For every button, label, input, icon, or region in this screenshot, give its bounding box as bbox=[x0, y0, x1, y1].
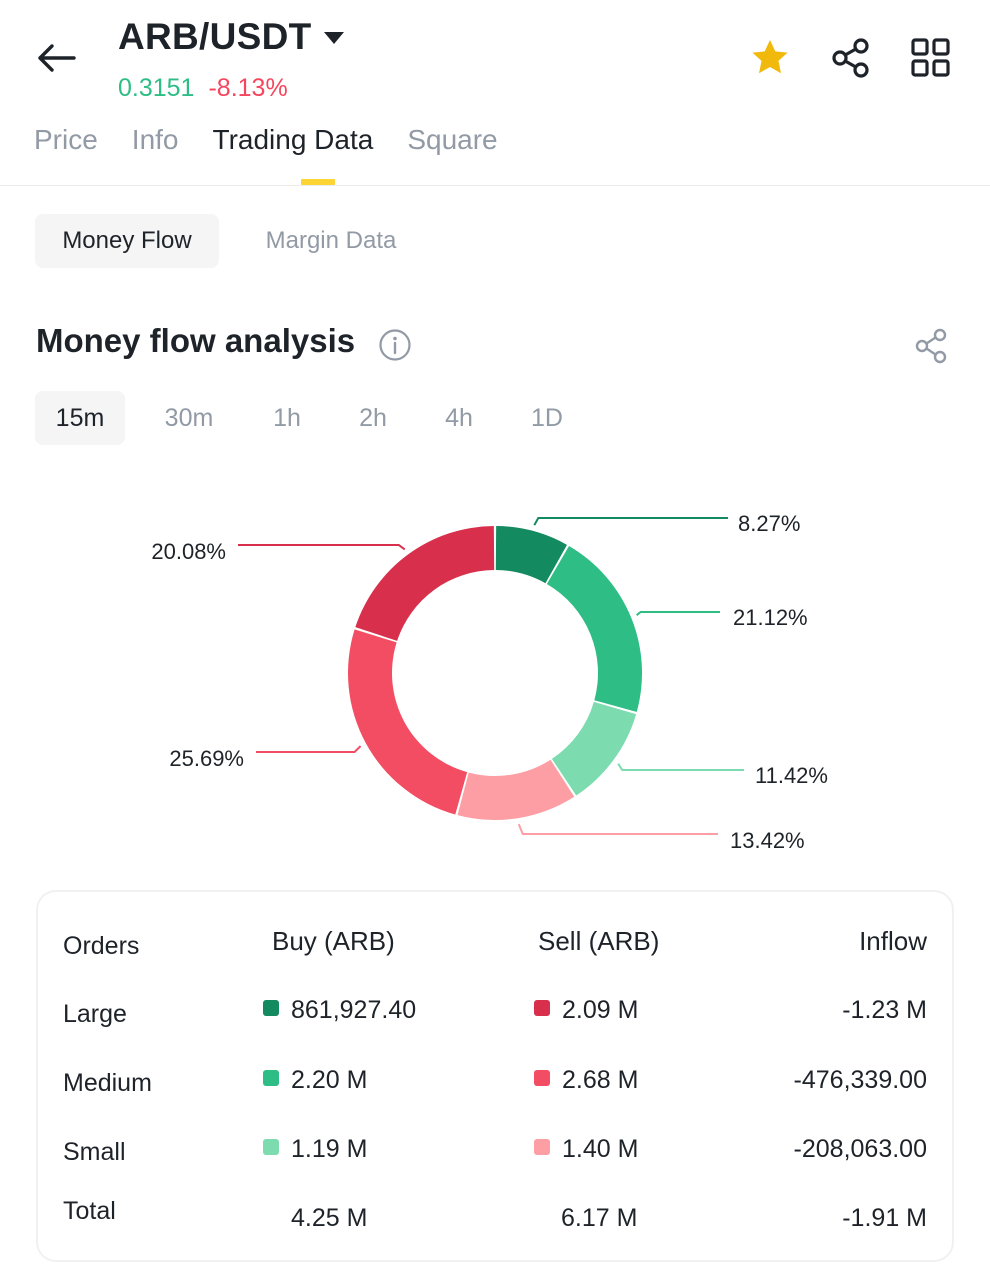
donut-slice-4 bbox=[457, 759, 575, 820]
slice-label-3: 11.42% bbox=[755, 763, 828, 788]
star-icon bbox=[752, 40, 788, 74]
buy-large: 861,927.40 bbox=[291, 996, 417, 1024]
tab-trading-data[interactable]: Trading Data bbox=[212, 124, 374, 155]
chart-share-button[interactable] bbox=[912, 326, 952, 366]
leader-line-2 bbox=[636, 611, 720, 616]
pair-selector[interactable]: ARB/USDT bbox=[118, 16, 344, 58]
section-title: Money flow analysis bbox=[36, 322, 356, 359]
price-change: -8.13% bbox=[208, 74, 288, 102]
buy-large-swatch bbox=[263, 1000, 279, 1017]
header-inflow: Inflow bbox=[859, 926, 927, 956]
row-label: Large bbox=[63, 1000, 127, 1028]
buy-value: 2.20 M bbox=[263, 1066, 367, 1095]
leader-line-4 bbox=[517, 823, 718, 835]
caret-down-icon bbox=[323, 32, 344, 44]
leader-line-1 bbox=[533, 517, 728, 526]
arrow-left-icon bbox=[38, 44, 76, 72]
sell-large-swatch bbox=[534, 1000, 550, 1017]
slice-label-2: 21.12% bbox=[733, 605, 808, 630]
donut-slice-5 bbox=[348, 629, 468, 815]
total-sell: 6.17 M bbox=[561, 1204, 638, 1232]
tab-info[interactable]: Info bbox=[131, 124, 179, 155]
sell-value: 1.40 M bbox=[534, 1135, 638, 1164]
interval-1h[interactable]: 1h bbox=[273, 403, 301, 432]
sell-value: 2.68 M bbox=[534, 1066, 638, 1095]
sell-medium: 2.68 M bbox=[562, 1066, 639, 1094]
slice-label-6: 20.08% bbox=[151, 539, 226, 564]
leader-line-6 bbox=[238, 544, 406, 551]
price-row: 0.3151 -8.13% bbox=[118, 74, 288, 103]
total-buy: 4.25 M bbox=[291, 1204, 368, 1232]
buy-medium: 2.20 M bbox=[291, 1066, 368, 1094]
share-button[interactable] bbox=[827, 34, 875, 82]
grid-icon bbox=[911, 38, 950, 77]
sell-medium-swatch bbox=[534, 1070, 550, 1087]
donut-slice-6 bbox=[355, 526, 495, 641]
slice-label-5: 25.69% bbox=[169, 746, 244, 771]
buy-small: 1.19 M bbox=[291, 1135, 368, 1163]
back-button[interactable] bbox=[30, 36, 82, 80]
buy-medium-swatch bbox=[263, 1070, 279, 1087]
info-button[interactable] bbox=[378, 328, 412, 362]
active-tab-indicator bbox=[301, 179, 335, 185]
sell-small: 1.40 M bbox=[562, 1135, 639, 1163]
inflow-small: -208,063.00 bbox=[793, 1135, 927, 1163]
leader-line-3 bbox=[617, 763, 744, 771]
interval-2h[interactable]: 2h bbox=[359, 403, 387, 432]
money-flow-table: Orders Buy (ARB) Sell (ARB) Inflow Large… bbox=[36, 890, 954, 1262]
row-label: Medium bbox=[63, 1069, 152, 1097]
last-price: 0.3151 bbox=[118, 74, 195, 102]
info-icon bbox=[379, 329, 411, 361]
subtab-margin-data[interactable]: Margin Data bbox=[265, 227, 397, 254]
grid-menu-button[interactable] bbox=[907, 34, 955, 82]
interval-15m[interactable]: 15m bbox=[35, 391, 125, 445]
subtab-money-flow[interactable]: Money Flow bbox=[35, 214, 219, 268]
inflow-large: -1.23 M bbox=[842, 996, 927, 1024]
money-flow-donut-chart: 8.27% 21.12% 11.42% 13.42% 25.69% 20.08% bbox=[151, 511, 828, 853]
total-label: Total bbox=[63, 1197, 116, 1225]
buy-value: 861,927.40 bbox=[263, 996, 416, 1025]
tabs-divider bbox=[0, 185, 990, 186]
favorite-button[interactable] bbox=[746, 34, 794, 82]
donut-slice-2 bbox=[546, 545, 642, 712]
sell-value: 2.09 M bbox=[534, 996, 638, 1025]
slice-label-1: 8.27% bbox=[738, 511, 800, 536]
slice-label-4: 13.42% bbox=[730, 828, 805, 853]
share-icon bbox=[915, 328, 947, 364]
interval-4h[interactable]: 4h bbox=[445, 403, 473, 432]
row-label: Small bbox=[63, 1138, 126, 1166]
leader-line-5 bbox=[256, 745, 362, 753]
donut-slice-1 bbox=[495, 526, 567, 584]
header-sell: Sell (ARB) bbox=[538, 926, 660, 956]
share-icon bbox=[832, 38, 869, 78]
header-buy: Buy (ARB) bbox=[272, 926, 395, 956]
main-tabs: Price Info Trading Data Square bbox=[34, 124, 498, 164]
tab-square[interactable]: Square bbox=[407, 124, 498, 155]
interval-30m[interactable]: 30m bbox=[164, 403, 214, 432]
interval-1d[interactable]: 1D bbox=[531, 403, 563, 432]
sell-small-swatch bbox=[534, 1139, 550, 1156]
buy-small-swatch bbox=[263, 1139, 279, 1156]
sell-large: 2.09 M bbox=[562, 996, 639, 1024]
total-inflow: -1.91 M bbox=[842, 1204, 927, 1232]
buy-value: 1.19 M bbox=[263, 1135, 367, 1164]
inflow-medium: -476,339.00 bbox=[793, 1066, 927, 1094]
donut-slice-3 bbox=[551, 701, 637, 796]
header-orders: Orders bbox=[63, 932, 140, 960]
tab-price[interactable]: Price bbox=[34, 124, 98, 155]
pair-name: ARB/USDT bbox=[118, 16, 312, 57]
